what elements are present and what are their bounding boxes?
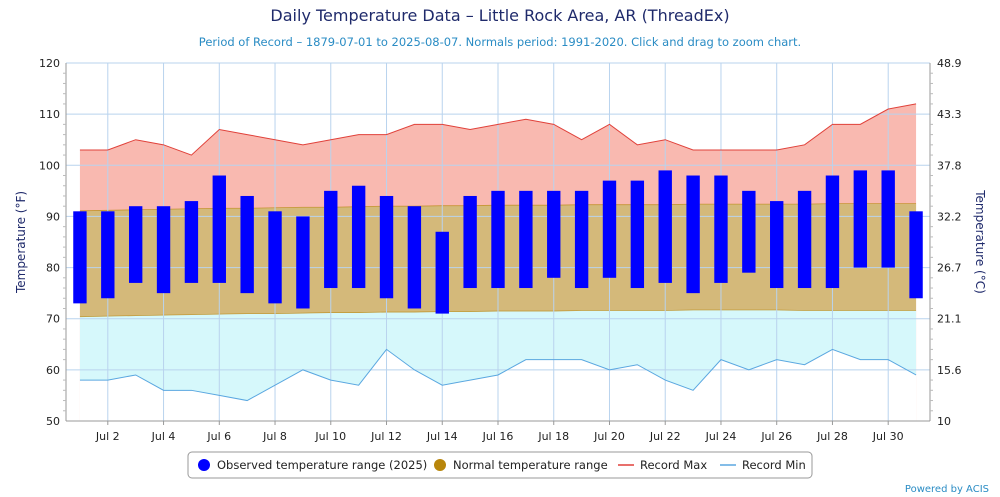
observed-bar [881,170,895,268]
y-tick-label-right: 32.2 [937,210,962,223]
record-min-line [79,348,917,402]
legend-observed-label: Observed temperature range (2025) [217,458,427,472]
observed-bar [853,170,868,268]
observed-bar [825,175,840,289]
y-tick-label-right: 10 [937,415,951,428]
y-tick-label-right: 26.7 [937,262,962,275]
legend: Observed temperature range (2025) Normal… [187,451,813,479]
record-max-line [79,103,917,156]
legend-record-max-label: Record Max [640,458,707,472]
observed-bar [156,206,171,294]
y-tick-label-left: 70 [46,313,60,326]
x-tick-label: Jul 8 [262,430,287,443]
x-tick-label: Jul 10 [314,430,346,443]
observed-bar [407,206,422,309]
observed-bar [770,201,784,289]
observed-bar [128,206,143,283]
y-axis-title-right: Temperature (°C) [973,189,987,294]
x-tick-label: Jul 30 [872,430,904,443]
plot-area[interactable] [66,62,930,422]
x-tick-label: Jul 24 [705,430,737,443]
observed-bar [909,211,923,299]
x-tick-label: Jul 4 [151,430,176,443]
x-tick-label: Jul 22 [649,430,681,443]
x-tick-label: Jul 18 [537,430,569,443]
legend-item-record-min[interactable]: Record Min [720,458,806,472]
chart-title: Daily Temperature Data – Little Rock Are… [270,6,729,25]
observed-bar [491,190,505,289]
y-tick-label-left: 110 [39,108,60,121]
observed-bar [742,190,756,273]
observed-bar [296,216,310,309]
observed-bar [435,231,449,314]
axes: 50 60 70 80 90 100 110 120 10 15.6 21.1 26.7 32.2 37.… [39,57,962,443]
y-tick-label-left: 90 [46,210,60,223]
observed-bar [797,190,812,289]
observed-bar [73,211,87,304]
x-tick-label: Jul 20 [593,430,625,443]
observed-bar [602,180,617,278]
y-tick-label-left: 120 [39,57,60,70]
observed-bar [379,195,394,299]
observed-bar [184,201,199,283]
observed-bar [547,190,561,278]
observed-bar [463,195,477,289]
x-tick-label: Jul 28 [816,430,848,443]
x-tick-label: Jul 12 [370,430,402,443]
y-tick-label-left: 50 [46,415,60,428]
y-tick-label-right: 37.8 [937,159,962,172]
observed-bar [212,175,226,283]
credit-link[interactable]: Powered by ACIS [905,484,989,495]
y-tick-label-right: 43.3 [937,108,962,121]
legend-item-record-max[interactable]: Record Max [618,458,707,472]
observed-bar [574,190,589,289]
observed-bar [630,180,645,289]
legend-item-observed[interactable]: Observed temperature range (2025) [198,458,427,472]
observed-bar [240,195,254,294]
observed-bar [714,175,728,283]
y-tick-label-right: 21.1 [937,313,962,326]
observed-bar [519,190,533,289]
legend-normal-label: Normal temperature range [453,458,608,472]
x-tick-label: Jul 14 [426,430,458,443]
observed-bar [351,185,366,289]
legend-normal-symbol [434,459,446,471]
observed-bar [658,170,672,283]
y-tick-label-right: 48.9 [937,57,962,70]
chart-subtitle: Period of Record – 1879-07-01 to 2025-08… [199,35,801,49]
observed-bar [324,190,338,289]
x-tick-label: Jul 16 [482,430,514,443]
x-tick-label: Jul 2 [95,430,120,443]
y-tick-label-right: 15.6 [937,364,962,377]
observed-bar [268,211,282,304]
x-tick-label: Jul 26 [760,430,792,443]
observed-bar [686,175,700,294]
y-tick-label-left: 100 [39,159,60,172]
x-tick-label: Jul 6 [206,430,231,443]
legend-record-min-label: Record Min [742,458,806,472]
y-axis-title-left: Temperature (°F) [14,191,28,294]
y-tick-label-left: 80 [46,262,60,275]
legend-observed-symbol [198,459,210,471]
y-tick-label-left: 60 [46,364,60,377]
legend-box [187,451,813,479]
legend-item-normal[interactable]: Normal temperature range [434,458,608,472]
observed-bar [101,211,115,299]
